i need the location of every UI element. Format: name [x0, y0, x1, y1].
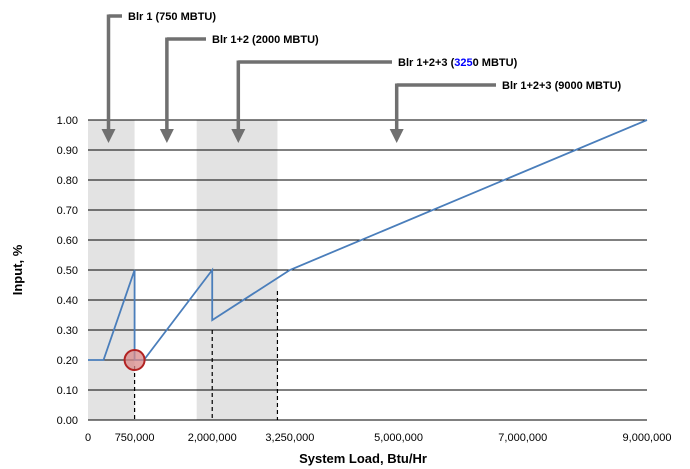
marker-circle	[123, 349, 146, 371]
annotation-2: Blr 1+2 (2000 MBTU)	[159, 34, 319, 143]
y-tick-label: 0.00	[57, 415, 78, 427]
x-tick-label: 3,250,000	[265, 432, 314, 444]
annotation-label: Blr 1+2+3 (9000 MBTU)	[502, 80, 622, 92]
dashed-verticals	[133, 291, 279, 420]
y-tick-label: 0.70	[57, 205, 78, 217]
y-tick-label: 0.30	[57, 325, 78, 337]
y-tick-label: 0.60	[57, 235, 78, 247]
annotations: Blr 1 (750 MBTU) Blr 1+2 (2000 MBTU) Blr 1…	[101, 11, 622, 143]
x-tick-label: 2,000,000	[188, 432, 237, 444]
y-tick-labels: 0.00 0.10 0.20 0.30 0.40 0.50 0.60 0.70 0.80 0.90…	[57, 115, 78, 427]
x-tick-label: 750,000	[115, 432, 155, 444]
x-axis-title: System Load, Btu/Hr	[299, 451, 427, 466]
annotation-arrowhead	[159, 129, 174, 143]
annotation-arrowhead	[231, 129, 246, 143]
annotation-label: Blr 1 (750 MBTU)	[128, 11, 216, 23]
annotation-3: Blr 1+2+3 (3250 MBTU)	[231, 57, 518, 143]
y-tick-label: 0.10	[57, 385, 78, 397]
annotation-1: Blr 1 (750 MBTU)	[101, 11, 216, 143]
y-tick-label: 0.50	[57, 265, 78, 277]
y-tick-label: 0.20	[57, 355, 78, 367]
y-tick-label: 0.40	[57, 295, 78, 307]
x-tick-label: 5,000,000	[374, 432, 423, 444]
highlight-marker	[123, 349, 146, 371]
y-tick-label: 1.00	[57, 115, 78, 127]
x-tick-label: 0	[85, 432, 91, 444]
gridlines	[88, 119, 647, 421]
annotation-arrowhead	[389, 129, 404, 143]
x-tick-label: 7,000,000	[498, 432, 547, 444]
y-tick-label: 0.80	[57, 175, 78, 187]
y-axis-title: Input, %	[10, 244, 25, 295]
x-tick-label: 9,000,000	[623, 432, 672, 444]
annotation-4: Blr 1+2+3 (9000 MBTU)	[389, 80, 622, 143]
x-tick-labels: 0 750,000 2,000,000 3,250,000 5,000,000 7,000…	[85, 432, 672, 444]
annotation-label: Blr 1+2+3 (3250 MBTU)	[398, 57, 518, 69]
annotation-arrowhead	[101, 129, 116, 143]
annotation-label: Blr 1+2 (2000 MBTU)	[212, 34, 319, 46]
y-tick-label: 0.90	[57, 145, 78, 157]
